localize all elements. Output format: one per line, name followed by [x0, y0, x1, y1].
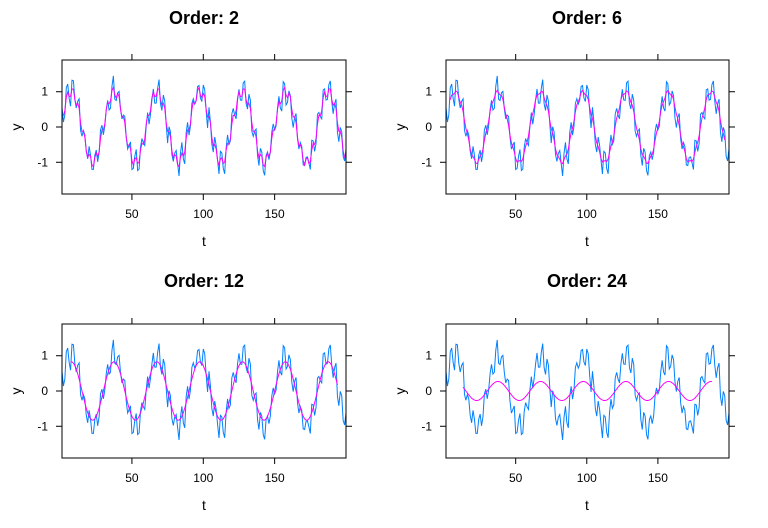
series-smoothed-line	[62, 85, 346, 168]
y-tick-label: 0	[41, 120, 48, 134]
x-axis-label: t	[202, 233, 206, 249]
y-tick-label: 1	[425, 85, 432, 99]
x-axis-label: t	[585, 233, 589, 249]
series-raw-line	[62, 339, 346, 440]
x-tick-label: 100	[193, 207, 213, 221]
y-axis-label: y	[392, 124, 408, 131]
panel-title: Order: 6	[552, 8, 622, 28]
y-tick-label: 1	[425, 349, 432, 363]
panel-order-6: Order: 6 y t 50 100 150 -1 0 1	[392, 8, 735, 249]
series-raw-line	[446, 75, 729, 176]
y-tick-label: -1	[37, 155, 48, 169]
x-tick-label: 50	[509, 471, 523, 485]
x-axis-label: t	[585, 497, 589, 513]
x-tick-label: 100	[577, 207, 597, 221]
series-raw-line	[446, 339, 729, 440]
y-axis-label: y	[8, 124, 24, 131]
x-tick-label: 150	[265, 471, 285, 485]
series-smoothed-line	[462, 381, 712, 401]
y-axis-label: y	[392, 388, 408, 395]
y-tick-label: -1	[421, 155, 432, 169]
y-tick-label: 0	[425, 384, 432, 398]
panel-title: Order: 2	[169, 8, 239, 28]
x-tick-label: 50	[509, 207, 523, 221]
series-raw-line	[62, 75, 346, 176]
x-axis-label: t	[202, 497, 206, 513]
x-tick-label: 150	[648, 471, 668, 485]
panel-order-2: Order: 2 y t 50 100 150 -1 0 1	[8, 8, 352, 249]
y-tick-label: 0	[425, 120, 432, 134]
x-tick-label: 50	[125, 471, 139, 485]
x-tick-label: 150	[648, 207, 668, 221]
x-tick-label: 100	[193, 471, 213, 485]
y-tick-label: 0	[41, 384, 48, 398]
panel-title: Order: 24	[547, 271, 627, 291]
x-tick-label: 50	[125, 207, 139, 221]
panel-title: Order: 12	[164, 271, 244, 291]
y-tick-label: 1	[41, 349, 48, 363]
y-axis-label: y	[8, 388, 24, 395]
series-smoothed-line	[70, 361, 338, 421]
y-tick-label: 1	[41, 85, 48, 99]
panel-order-24: Order: 24 y t 50 100 150 -1 0 1	[392, 271, 735, 513]
panel-order-12: Order: 12 y t 50 100 150 -1 0 1	[8, 271, 352, 513]
y-tick-label: -1	[421, 419, 432, 433]
x-tick-label: 150	[265, 207, 285, 221]
series-smoothed-line	[449, 89, 726, 165]
x-tick-label: 100	[577, 471, 597, 485]
y-tick-label: -1	[37, 419, 48, 433]
